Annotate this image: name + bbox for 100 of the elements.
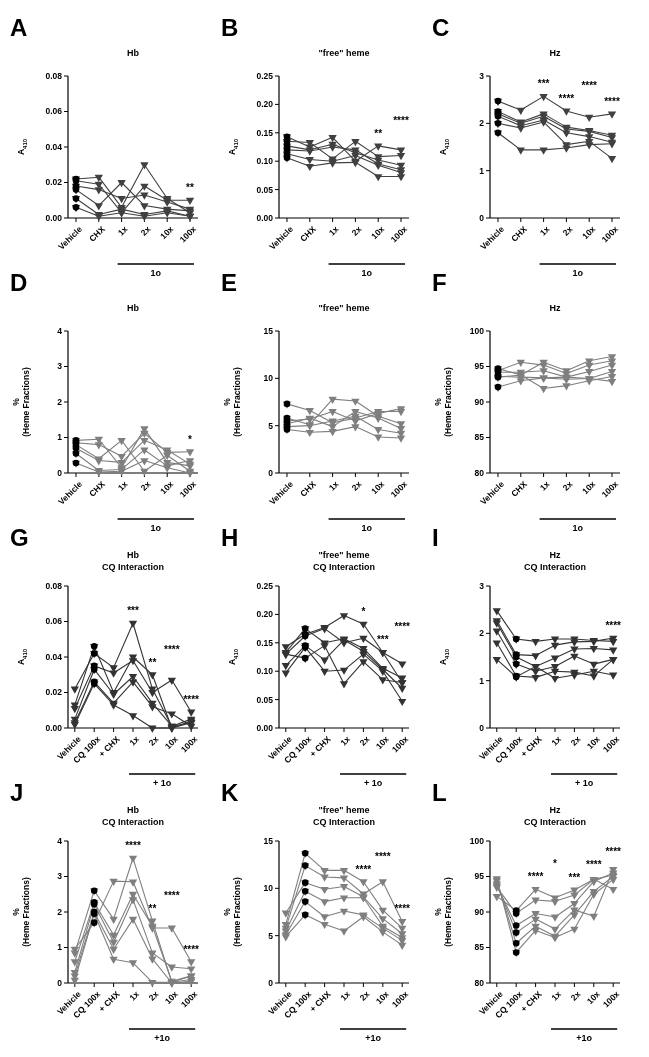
text: L (432, 779, 447, 806)
annotation: **** (604, 95, 620, 107)
annotation: *** (127, 605, 139, 617)
chart-title: Hb (127, 805, 140, 815)
y-tick-label: 0 (57, 467, 63, 478)
annotation: * (553, 858, 558, 870)
chart-title: Hz (549, 48, 561, 58)
chart-title: "free" heme (318, 550, 370, 560)
y-tick-label: 0.20 (256, 609, 274, 620)
annotation: **** (375, 850, 391, 862)
y-tick-label: 0.15 (256, 637, 274, 648)
y-axis-title: % (Heme Fractions) (433, 367, 453, 437)
y-tick-label: 5 (268, 420, 274, 431)
y-tick-label: 2 (57, 396, 63, 407)
text: I (432, 524, 439, 551)
y-tick-label: 0.02 (45, 687, 63, 698)
chart-subtitle: CQ Interaction (101, 817, 165, 827)
chart-title: Hz (549, 805, 561, 815)
text: A (10, 14, 28, 41)
y-tick-label: 4 (57, 835, 63, 846)
text: D (10, 269, 28, 296)
x-tick-label: 10x (158, 478, 176, 497)
annotation: **** (558, 93, 575, 105)
text: B (221, 14, 239, 41)
y-tick-label: 0.10 (256, 666, 274, 677)
y-axis-title: % (Heme Fractions) (222, 367, 242, 437)
y-tick-label: 0 (479, 722, 485, 733)
x-tick-label: 2x (357, 988, 372, 1003)
y-tick-label: 4 (57, 325, 63, 336)
y-tick-label: 0.08 (45, 70, 63, 81)
x-axis-title: 1o (150, 523, 162, 533)
annotation: ** (186, 182, 195, 194)
y-tick-label: 0.04 (45, 651, 63, 662)
annotation: ** (374, 127, 383, 139)
x-tick-label: 2x (560, 478, 575, 493)
y-tick-label: 80 (474, 467, 485, 478)
x-tick-label: 1x (537, 223, 552, 238)
x-tick-label: 10x (373, 733, 392, 752)
x-axis-title: 1o (572, 268, 584, 278)
chart-subtitle: CQ Interaction (523, 817, 587, 827)
y-tick-label: 95 (474, 871, 485, 882)
x-axis-title: + 1o (363, 778, 383, 788)
x-tick-label: 2x (568, 733, 583, 748)
x-tick-label: 2x (138, 478, 153, 493)
y-tick-label: 0.00 (45, 212, 63, 223)
chart-title: Hb (127, 48, 140, 58)
annotation: **** (605, 845, 622, 857)
y-tick-label: 0.08 (45, 580, 63, 591)
chart-title: "free" heme (318, 48, 370, 58)
y-tick-label: 0.15 (256, 127, 274, 138)
x-axis-title: 1o (150, 268, 162, 278)
y-tick-label: 100 (469, 835, 485, 846)
x-tick-label: 10x (162, 988, 181, 1007)
x-axis-title: + 1o (574, 778, 594, 788)
annotation: **** (393, 114, 409, 126)
x-axis-title: + 1o (152, 778, 172, 788)
x-tick-label: 2x (349, 478, 364, 493)
annotation: **** (164, 643, 180, 655)
chart-subtitle: CQ Interaction (101, 562, 165, 572)
x-tick-label: 10x (373, 988, 392, 1007)
x-axis-title: 1o (361, 268, 373, 278)
x-tick-label: 1x (127, 988, 142, 1003)
y-tick-label: 2 (479, 628, 485, 639)
chart-title: "free" heme (318, 805, 370, 815)
y-tick-label: 85 (474, 942, 485, 953)
x-tick-label: 2x (146, 733, 161, 748)
annotation: **** (394, 621, 411, 633)
y-tick-label: 1 (479, 675, 485, 686)
text: G (10, 524, 29, 551)
y-tick-label: 10 (263, 373, 274, 384)
text: E (221, 269, 238, 296)
y-tick-label: 95 (474, 361, 485, 372)
y-tick-label: 0.25 (256, 70, 274, 81)
x-tick-label: 10x (580, 223, 598, 242)
text: K (221, 779, 239, 806)
y-tick-label: 0 (268, 467, 274, 478)
y-tick-label: 15 (263, 325, 274, 336)
y-tick-label: 5 (268, 930, 274, 941)
x-tick-label: 2x (138, 223, 153, 238)
annotation: **** (586, 858, 602, 870)
y-tick-label: 0 (479, 212, 485, 223)
x-tick-label: 10x (584, 988, 603, 1007)
text: H (221, 524, 239, 551)
annotation: **** (527, 871, 544, 883)
y-tick-label: 3 (479, 580, 485, 591)
chart-title: Hb (127, 550, 140, 560)
y-tick-label: 90 (474, 906, 485, 917)
annotation: * (361, 606, 366, 618)
y-tick-label: 2 (479, 118, 485, 129)
annotation: *** (537, 78, 550, 90)
annotation: **** (183, 943, 200, 955)
x-tick-label: 10x (580, 478, 598, 497)
annotation: **** (355, 863, 372, 875)
x-tick-label: 1x (549, 733, 564, 748)
x-tick-label: 2x (560, 223, 575, 238)
chart-title: Hz (549, 303, 561, 313)
y-tick-label: 0.02 (45, 177, 63, 188)
x-tick-label: 10x (158, 223, 176, 242)
y-tick-label: 3 (57, 871, 63, 882)
annotation: **** (125, 840, 141, 852)
